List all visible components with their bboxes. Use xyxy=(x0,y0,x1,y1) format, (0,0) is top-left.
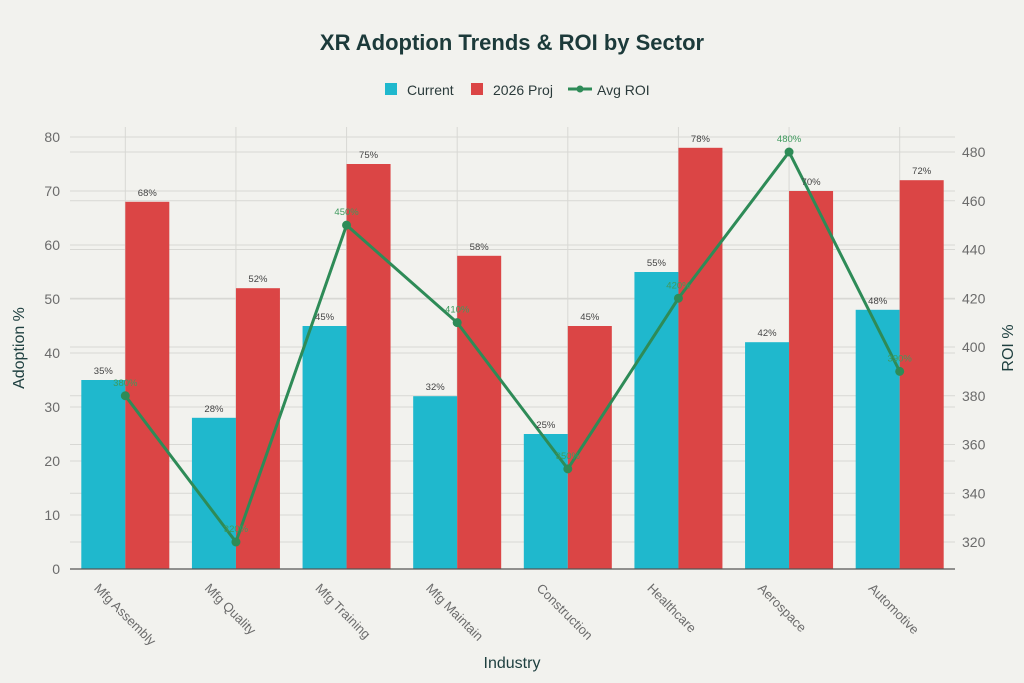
bar-data-label: 45% xyxy=(580,312,600,323)
bar-data-label: 32% xyxy=(426,382,446,393)
bar-current xyxy=(81,380,126,569)
roi-data-label: 320% xyxy=(224,524,249,535)
roi-data-label: 420% xyxy=(666,280,691,291)
data-labels: 35% 28% 45% 32% 25% 55% 42% 48% 68% 52% 75% 58% 45% 7… xyxy=(94,134,932,431)
bar-current xyxy=(413,396,458,569)
legend-label: Current xyxy=(407,82,454,98)
x-tick-label: Mfg Maintain xyxy=(423,581,486,644)
y2-tick-label: 320 xyxy=(962,534,986,550)
x-tick-label: Construction xyxy=(534,581,596,643)
y2-tick-label: 400 xyxy=(962,339,986,355)
roi-line: 380% 320% 450% 410% 350% 420% 480% 390% xyxy=(113,134,912,547)
roi-point xyxy=(342,220,352,230)
legend-label: 2026 Proj xyxy=(493,82,553,98)
y-tick-label: 40 xyxy=(44,345,60,361)
x-tick-label: Automotive xyxy=(866,581,923,638)
bar-2026-proj xyxy=(678,147,723,570)
bar-current xyxy=(634,272,679,569)
y2-tick-label: 480 xyxy=(962,144,986,160)
bar-data-label: 52% xyxy=(248,274,268,285)
y-axis-title: Adoption % xyxy=(11,307,28,389)
roi-data-label: 390% xyxy=(888,353,913,364)
y-tick-label: 70 xyxy=(44,183,60,199)
roi-data-label: 380% xyxy=(113,378,138,389)
bar-data-label: 72% xyxy=(912,166,932,177)
bar-data-label: 45% xyxy=(315,312,335,323)
roi-point xyxy=(120,391,130,401)
bar-2026-proj xyxy=(899,180,944,569)
bar-data-label: 25% xyxy=(536,420,556,431)
y-tick-label: 60 xyxy=(44,237,60,253)
y2-tick-label: 440 xyxy=(962,242,986,258)
bar-current xyxy=(523,434,568,569)
bar-data-label: 75% xyxy=(359,150,379,161)
bar-data-label: 42% xyxy=(758,328,778,339)
bar-2026-proj xyxy=(125,201,170,570)
legend: Current 2026 Proj Avg ROI xyxy=(385,82,650,98)
bar-data-label: 58% xyxy=(470,242,490,253)
roi-point xyxy=(231,537,241,547)
y2-tick-label: 360 xyxy=(962,437,986,453)
roi-data-label: 410% xyxy=(445,305,470,316)
bar-data-label: 28% xyxy=(204,404,224,415)
bar-data-label: 70% xyxy=(802,177,822,188)
roi-point xyxy=(895,366,905,376)
bar-current xyxy=(745,342,790,569)
y-tick-label: 10 xyxy=(44,507,60,523)
axes: 0 10 20 30 40 50 60 70 80 320 340 360 380 400 420 440 46… xyxy=(44,129,985,649)
legend-marker-avg-roi xyxy=(576,85,584,93)
x-tick-label: Mfg Training xyxy=(312,581,373,642)
y-tick-label: 30 xyxy=(44,399,60,415)
legend-swatch-current xyxy=(385,83,397,95)
bar-data-label: 55% xyxy=(647,258,667,269)
roi-data-label: 350% xyxy=(556,451,581,462)
bar-data-label: 68% xyxy=(138,188,158,199)
bars xyxy=(81,147,944,570)
roi-line-path xyxy=(124,149,902,546)
roi-point xyxy=(673,293,683,303)
roi-point xyxy=(452,318,462,328)
y-tick-label: 0 xyxy=(52,561,60,577)
y2-tick-label: 460 xyxy=(962,193,986,209)
bar-data-label: 35% xyxy=(94,366,114,377)
y2-axis-title: ROI % xyxy=(1000,324,1017,371)
x-tick-label: Aerospace xyxy=(755,581,810,636)
y-tick-label: 80 xyxy=(44,129,60,145)
bar-2026-proj xyxy=(346,164,391,569)
roi-data-label: 480% xyxy=(777,134,802,145)
legend-label: Avg ROI xyxy=(597,82,650,98)
bar-2026-proj xyxy=(789,191,834,569)
x-tick-label: Mfg Quality xyxy=(202,581,259,638)
bar-data-label: 48% xyxy=(868,296,888,307)
roi-data-label: 450% xyxy=(334,207,359,218)
legend-swatch-2026-proj xyxy=(471,83,483,95)
y-tick-label: 50 xyxy=(44,291,60,307)
bar-data-label: 78% xyxy=(691,134,711,145)
x-tick-label: Healthcare xyxy=(644,581,699,636)
x-axis-title: Industry xyxy=(484,655,541,672)
bar-2026-proj xyxy=(457,255,502,570)
bar-current xyxy=(302,326,347,569)
y-tick-label: 20 xyxy=(44,453,60,469)
y2-tick-label: 380 xyxy=(962,388,986,404)
bar-current xyxy=(855,309,900,569)
roi-point xyxy=(784,147,794,157)
x-tick-label: Mfg Assembly xyxy=(91,581,159,649)
chart-title: XR Adoption Trends & ROI by Sector xyxy=(320,30,705,55)
roi-point xyxy=(563,464,573,474)
y2-tick-label: 420 xyxy=(962,290,986,306)
bar-2026-proj xyxy=(567,326,612,569)
y2-tick-label: 340 xyxy=(962,485,986,501)
